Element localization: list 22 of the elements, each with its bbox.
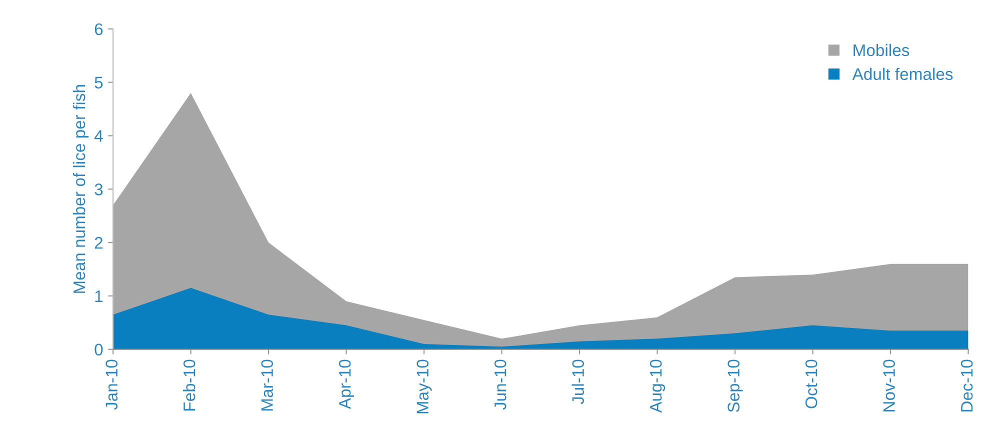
x-tick-label: Oct-10: [805, 360, 818, 408]
x-tick-label: Aug-10: [650, 360, 666, 413]
x-tick-label: May-10: [416, 360, 432, 414]
x-tick-label: Jan-10: [106, 360, 118, 410]
x-tick-label: Feb-10: [183, 360, 196, 410]
legend-label: Mobiles: [854, 44, 910, 56]
x-tick-label: Sep-10: [728, 360, 743, 412]
y-tick-label: 5: [94, 76, 103, 89]
x-tick-label: Jul-10: [572, 360, 584, 404]
x-tick-label: Jun-10: [494, 360, 506, 410]
y-tick-label: 6: [94, 23, 103, 36]
y-tick-label: 4: [94, 130, 103, 142]
y-tick-label: 2: [94, 236, 102, 249]
legend-label: Adult females: [852, 68, 953, 80]
y-axis-title: Mean number of lice per fish: [72, 85, 88, 293]
x-tick-label: Mar-10: [261, 360, 274, 410]
x-tick-label: Dec-10: [960, 360, 973, 412]
y-tick-label: 1: [95, 290, 103, 302]
y-tick-label: 0: [94, 344, 103, 356]
x-tick-label: Nov-10: [883, 360, 895, 412]
y-tick-label: 3: [94, 184, 103, 196]
x-tick-label: Apr-10: [338, 360, 354, 410]
